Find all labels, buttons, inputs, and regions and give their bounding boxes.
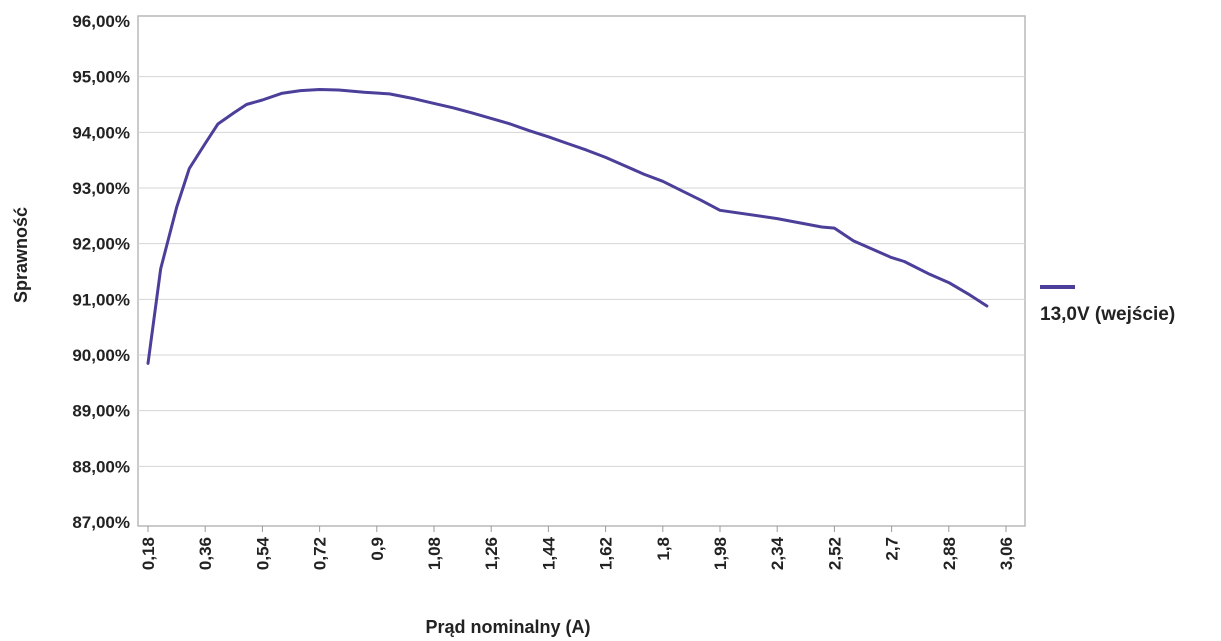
y-axis-title: Sprawność <box>11 207 31 303</box>
x-tick-label: 2,34 <box>768 536 787 570</box>
y-tick-label: 92,00% <box>72 235 130 254</box>
x-tick-label: 1,8 <box>654 537 673 561</box>
x-tick-label: 3,06 <box>997 537 1016 570</box>
x-axis-ticks: 0,18 0,36 0,54 0,72 0,9 1,08 1,26 1,44 1,62 1,8 1,… <box>139 526 1016 570</box>
series-layer <box>146 88 989 365</box>
plot-area <box>137 15 1026 527</box>
x-tick-label: 0,18 <box>139 537 158 570</box>
y-tick-label: 95,00% <box>72 68 130 87</box>
x-tick-label: 1,98 <box>711 537 730 570</box>
y-tick-label: 94,00% <box>72 123 130 142</box>
x-tick-label: 1,44 <box>539 536 558 570</box>
x-tick-label: 2,88 <box>940 537 959 570</box>
x-tick-label: 2,52 <box>825 537 844 570</box>
legend-label: 13,0V (wejście) <box>1040 304 1175 325</box>
y-tick-label: 87,00% <box>72 513 130 532</box>
series-line <box>146 88 989 365</box>
x-tick-label: 1,08 <box>425 537 444 570</box>
y-tick-label: 90,00% <box>72 346 130 365</box>
x-tick-label: 1,62 <box>597 537 616 570</box>
y-axis-ticks: 87,00% 88,00% 89,00% 90,00% 91,00% 92,00% 93,0… <box>72 12 130 532</box>
x-tick-label: 0,72 <box>311 537 330 570</box>
x-tick-label: 2,7 <box>883 537 902 561</box>
grid-lines <box>138 76 1025 467</box>
y-tick-label: 96,00% <box>72 12 130 31</box>
y-tick-label: 91,00% <box>72 290 130 309</box>
x-tick-label: 0,54 <box>253 536 272 570</box>
y-tick-label: 89,00% <box>72 402 130 421</box>
x-tick-label: 0,36 <box>196 537 215 570</box>
legend: 13,0V (wejście) <box>1040 285 1175 325</box>
y-tick-label: 93,00% <box>72 179 130 198</box>
x-tick-label: 1,26 <box>482 537 501 570</box>
y-tick-label: 88,00% <box>72 457 130 476</box>
x-tick-label: 0,9 <box>368 537 387 561</box>
x-axis-title: Prąd nominalny (A) <box>425 617 590 637</box>
